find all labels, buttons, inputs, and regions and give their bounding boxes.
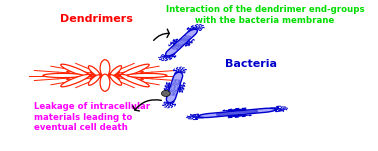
Polygon shape bbox=[166, 72, 183, 103]
Ellipse shape bbox=[120, 64, 149, 77]
Polygon shape bbox=[199, 108, 275, 117]
Ellipse shape bbox=[61, 74, 90, 87]
Ellipse shape bbox=[43, 73, 83, 78]
Ellipse shape bbox=[127, 73, 167, 78]
Ellipse shape bbox=[110, 75, 122, 85]
Text: Bacteria: Bacteria bbox=[225, 59, 277, 69]
Ellipse shape bbox=[110, 72, 120, 76]
Ellipse shape bbox=[100, 74, 110, 91]
Ellipse shape bbox=[112, 75, 125, 76]
Ellipse shape bbox=[100, 60, 110, 77]
Polygon shape bbox=[166, 29, 197, 56]
Ellipse shape bbox=[120, 74, 149, 87]
Ellipse shape bbox=[88, 75, 100, 85]
Ellipse shape bbox=[67, 75, 91, 80]
Text: Leakage of intracellular
materials leading to
eventual cell death: Leakage of intracellular materials leadi… bbox=[34, 103, 150, 132]
Text: Interaction of the dendrimer end-groups
with the bacteria membrane: Interaction of the dendrimer end-groups … bbox=[166, 5, 364, 25]
Ellipse shape bbox=[67, 71, 91, 76]
Ellipse shape bbox=[161, 90, 170, 96]
Ellipse shape bbox=[110, 66, 122, 76]
Ellipse shape bbox=[61, 64, 90, 77]
Ellipse shape bbox=[84, 75, 98, 76]
Ellipse shape bbox=[119, 75, 143, 80]
Text: Dendrimers: Dendrimers bbox=[60, 14, 133, 24]
Ellipse shape bbox=[103, 70, 107, 76]
Ellipse shape bbox=[90, 72, 100, 76]
Ellipse shape bbox=[171, 80, 178, 95]
Ellipse shape bbox=[218, 111, 256, 115]
Ellipse shape bbox=[88, 66, 100, 76]
Ellipse shape bbox=[103, 75, 107, 81]
Ellipse shape bbox=[90, 75, 100, 79]
Ellipse shape bbox=[174, 36, 189, 49]
Ellipse shape bbox=[119, 71, 143, 76]
Ellipse shape bbox=[110, 75, 120, 79]
